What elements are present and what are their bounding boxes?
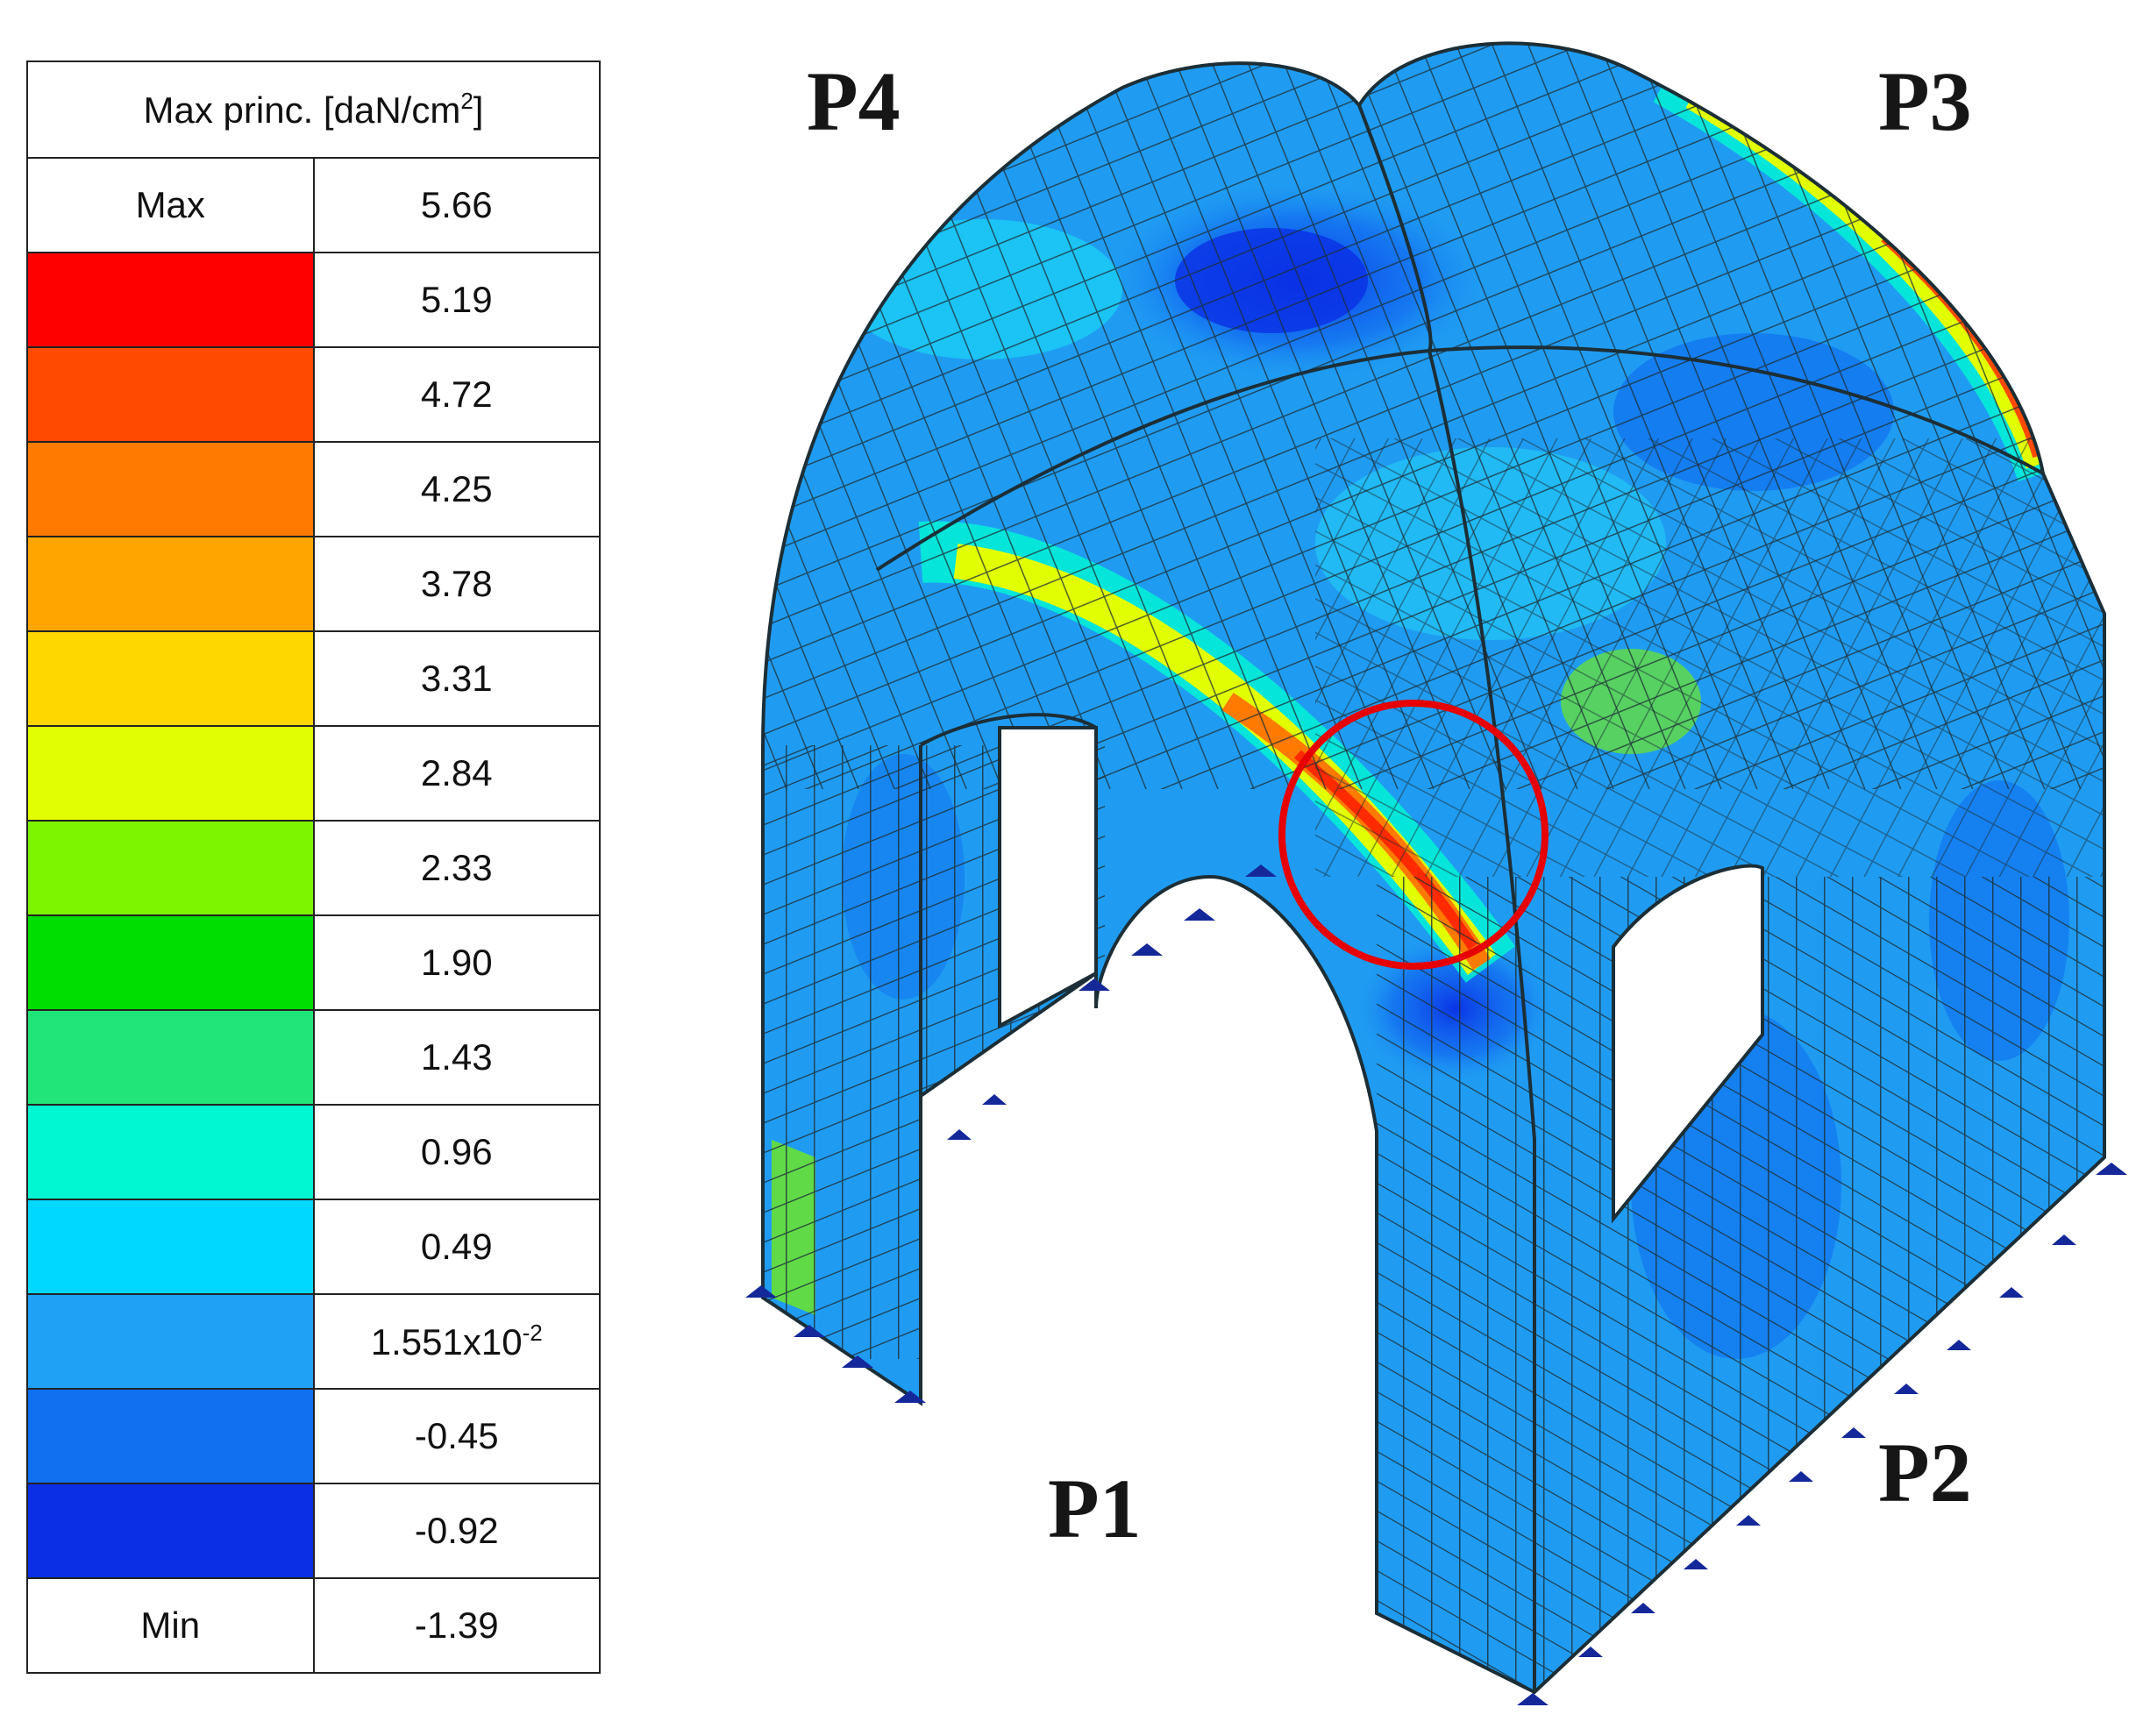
legend-color-swatch xyxy=(26,1388,315,1484)
legend-band-value: 0.96 xyxy=(312,1104,601,1200)
legend-max-label: Max xyxy=(26,157,315,253)
legend-band-row: -0.45 xyxy=(26,1388,601,1484)
legend-band-row: 2.84 xyxy=(26,725,601,822)
legend-color-swatch xyxy=(26,914,315,1011)
legend-color-swatch xyxy=(26,725,315,822)
legend-band-row: 3.31 xyxy=(26,630,601,727)
legend-band-value-text: 4.25 xyxy=(420,468,493,509)
legend-band-value-text: 2.33 xyxy=(420,847,493,888)
legend-band-value: 4.25 xyxy=(312,441,601,537)
legend-band-row: -0.92 xyxy=(26,1483,601,1579)
legend-color-swatch xyxy=(26,252,315,348)
legend-band-row: 2.33 xyxy=(26,820,601,916)
legend-band-value-exponent: -2 xyxy=(522,1320,543,1346)
legend-color-swatch xyxy=(26,1483,315,1579)
legend-min-label: Min xyxy=(26,1577,315,1674)
legend-title-exponent: 2 xyxy=(460,88,473,114)
legend-color-swatch xyxy=(26,1009,315,1106)
highlight-circle xyxy=(1278,700,1549,970)
legend-band-row: 4.72 xyxy=(26,346,601,443)
support-markers xyxy=(745,864,2127,1705)
legend-bands: 5.19 4.72 4.25 3.78 3.31 2.84 2.33 1.90 1.43 0.96… xyxy=(26,252,601,1579)
legend-band-value: 3.78 xyxy=(312,536,601,632)
legend-band-row: 0.96 xyxy=(26,1104,601,1200)
legend-band-value-text: -0.45 xyxy=(414,1415,499,1456)
pier-label-p4: P4 xyxy=(807,54,901,148)
legend-color-swatch xyxy=(26,820,315,916)
pier-label-p2: P2 xyxy=(1878,1426,1972,1519)
legend-band-value: 1.551x10-2 xyxy=(312,1293,601,1390)
legend-title-text: Max princ. [daN/cm xyxy=(143,89,461,131)
legend-band-value: -0.92 xyxy=(312,1483,601,1579)
legend-band-value-text: 1.90 xyxy=(420,942,493,983)
pier-label-p3: P3 xyxy=(1878,54,1972,148)
legend-band-row: 1.551x10-2 xyxy=(26,1293,601,1390)
legend-band-value: 3.31 xyxy=(312,630,601,727)
legend-band-value: 5.19 xyxy=(312,252,601,348)
vault-fem-model: P4 P3 P1 P2 xyxy=(745,41,2127,1705)
legend-band-value-text: 0.49 xyxy=(420,1226,493,1267)
legend-band-value: 2.33 xyxy=(312,820,601,916)
legend-band-value-text: 0.96 xyxy=(420,1131,493,1172)
legend-band-row: 0.49 xyxy=(26,1199,601,1295)
legend-color-swatch xyxy=(26,1104,315,1200)
legend-max-value: 5.66 xyxy=(312,157,601,253)
legend-band-value-text: 1.43 xyxy=(420,1036,493,1078)
stress-legend-table: Max princ. [daN/cm2] Max 5.66 5.19 4.72 4.… xyxy=(26,60,601,1674)
legend-color-swatch xyxy=(26,630,315,727)
pier-label-p1: P1 xyxy=(1048,1462,1142,1555)
legend-band-row: 1.43 xyxy=(26,1009,601,1106)
legend-min-value: -1.39 xyxy=(312,1577,601,1674)
legend-band-value-text: 3.78 xyxy=(420,563,493,604)
legend-band-row: 1.90 xyxy=(26,914,601,1011)
legend-band-value-text: -0.92 xyxy=(414,1510,499,1551)
legend-title-close: ] xyxy=(473,89,484,131)
legend-band-row: 3.78 xyxy=(26,536,601,632)
legend-band-value: 2.84 xyxy=(312,725,601,822)
legend-color-swatch xyxy=(26,1293,315,1390)
legend-color-swatch xyxy=(26,441,315,537)
legend-band-value: 1.90 xyxy=(312,914,601,1011)
legend-band-value: 4.72 xyxy=(312,346,601,443)
legend-color-swatch xyxy=(26,346,315,443)
legend-band-value-text: 3.31 xyxy=(420,658,493,699)
legend-band-value-text: 5.19 xyxy=(420,279,493,320)
legend-band-value-text: 2.84 xyxy=(420,752,493,793)
legend-band-value: -0.45 xyxy=(312,1388,601,1484)
legend-band-value: 1.43 xyxy=(312,1009,601,1106)
legend-band-value-text: 4.72 xyxy=(420,374,493,415)
legend-band-row: 4.25 xyxy=(26,441,601,537)
legend-band-row: 5.19 xyxy=(26,252,601,348)
legend-band-value: 0.49 xyxy=(312,1199,601,1295)
legend-color-swatch xyxy=(26,1199,315,1295)
legend-band-value-text: 1.551x10 xyxy=(370,1321,523,1362)
legend-title: Max princ. [daN/cm2] xyxy=(26,60,601,159)
legend-color-swatch xyxy=(26,536,315,632)
